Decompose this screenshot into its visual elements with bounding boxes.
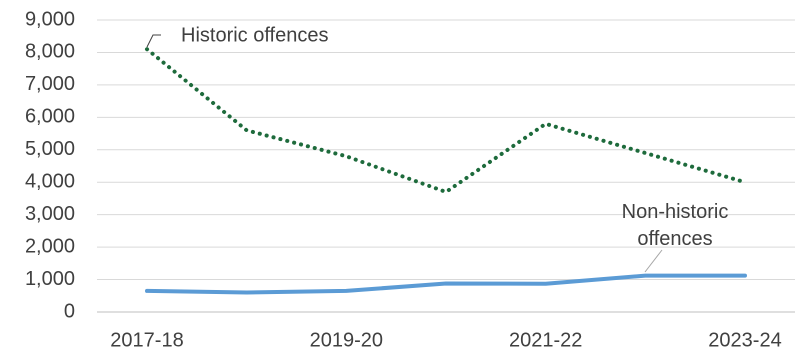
y-tick-label: 3,000 xyxy=(25,203,75,225)
y-tick-label: 7,000 xyxy=(25,73,75,95)
x-tick-label: 2023-24 xyxy=(708,329,781,351)
x-tick-label: 2019-20 xyxy=(310,329,383,351)
y-tick-label: 9,000 xyxy=(25,8,75,30)
y-tick-label: 2,000 xyxy=(25,235,75,257)
y-tick-label: 5,000 xyxy=(25,138,75,160)
x-tick-label: 2021-22 xyxy=(509,329,582,351)
series-line xyxy=(145,273,747,295)
series-label: Non-historic offences xyxy=(621,201,729,250)
leader-line xyxy=(146,34,161,48)
series-label: Historic offences xyxy=(181,24,328,46)
y-tick-label: 6,000 xyxy=(25,106,75,128)
leader-line xyxy=(644,249,663,273)
y-tick-label: 8,000 xyxy=(25,41,75,63)
series-line xyxy=(145,47,747,194)
y-tick-label: 4,000 xyxy=(25,171,75,193)
y-tick-label: 1,000 xyxy=(25,268,75,290)
x-tick-label: 2017-18 xyxy=(110,329,183,351)
y-tick-label: 0 xyxy=(64,300,75,322)
series-label-box: Non-historic offences xyxy=(621,201,729,250)
